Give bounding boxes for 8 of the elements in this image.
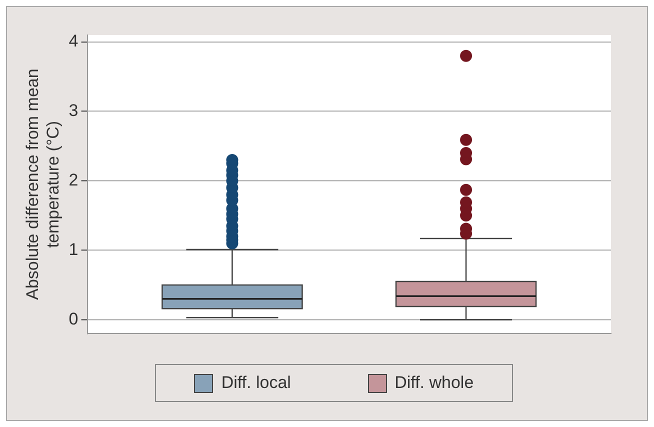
y-axis-title: Absolute difference from mean temperature (°C)	[22, 68, 62, 300]
legend-label: Diff. whole	[394, 373, 474, 393]
y-tick-label: 2	[68, 170, 78, 190]
y-tick-label: 4	[68, 32, 78, 51]
y-tick-label: 3	[68, 101, 78, 120]
y-tick-label: 0	[68, 309, 78, 328]
legend-label: Diff. local	[221, 373, 291, 393]
y-tick-label: 1	[68, 240, 78, 259]
